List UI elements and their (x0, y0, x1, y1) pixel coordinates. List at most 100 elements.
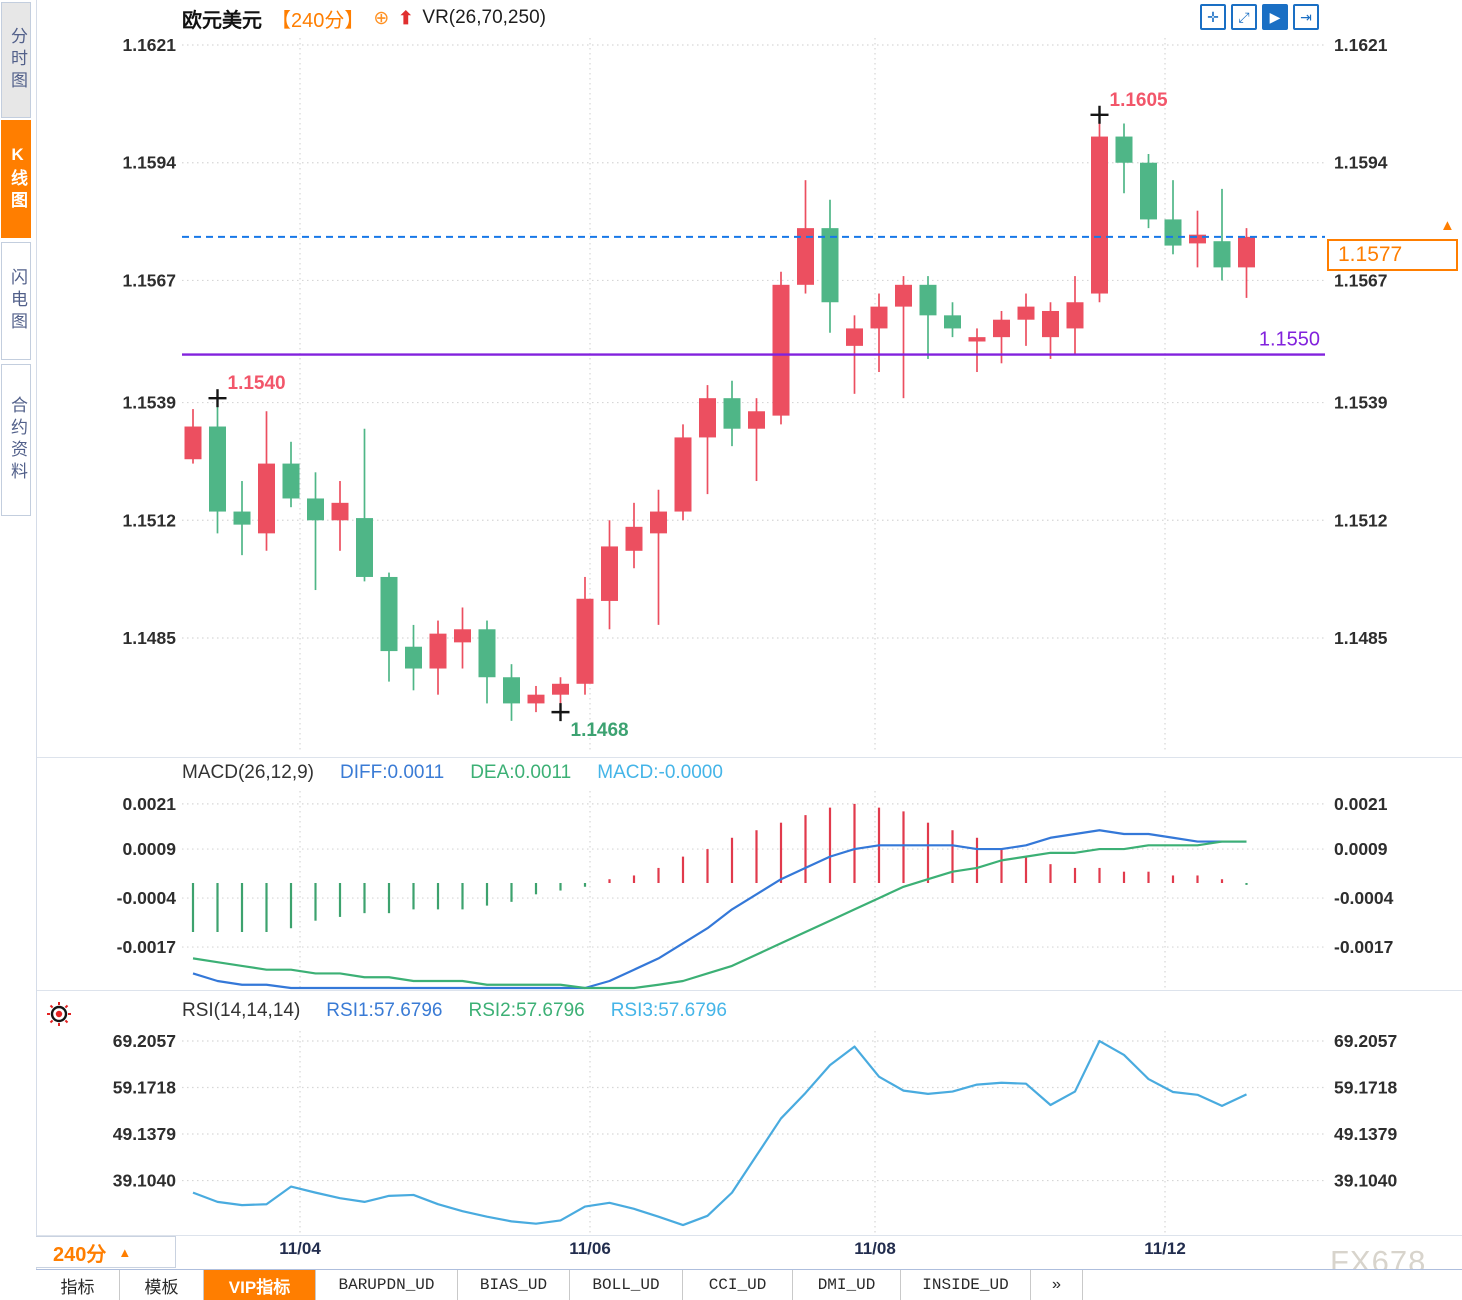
period-selector-label: 240分 (53, 1243, 107, 1266)
y-axis-label: 59.1718 (1334, 1078, 1398, 1098)
period-selector[interactable]: 240分 ▲ (36, 1236, 176, 1268)
tab-cci-ud[interactable]: CCI_UD (683, 1270, 793, 1300)
sidebar-tab-flash-chart[interactable]: 闪电图 (1, 242, 31, 360)
y-axis-label: 1.1594 (1334, 153, 1388, 173)
rsi-settings-icon[interactable] (46, 1001, 72, 1032)
chart-toolbar: ✛ ⤢ ▶ ⇥ (1200, 4, 1319, 30)
candle-body (1042, 310, 1059, 338)
y-axis-label: -0.0004 (117, 888, 177, 908)
y-axis-label: 0.0009 (122, 839, 176, 859)
y-axis-label: 49.1379 (113, 1124, 177, 1144)
candle-body (650, 511, 667, 534)
y-axis-label: 1.1621 (1334, 35, 1388, 55)
y-axis-label: 39.1040 (113, 1171, 177, 1191)
candle-body (552, 683, 569, 695)
candle-body (233, 511, 251, 525)
candle-body (1115, 136, 1133, 163)
candle-body (429, 633, 447, 669)
y-axis-label: 1.1485 (1334, 628, 1388, 648)
y-axis-label: 39.1040 (1334, 1171, 1398, 1191)
x-axis-label: 11/06 (569, 1239, 611, 1258)
candle-body (1017, 306, 1035, 320)
y-axis-label: 1.1485 (122, 628, 176, 648)
period-label: 【240分】 (271, 9, 365, 32)
last-price-tag: 1.1577 (1327, 239, 1458, 271)
y-axis-label: -0.0017 (1334, 937, 1393, 957)
candle-body (380, 576, 398, 652)
auto-scroll-icon[interactable]: ▶ (1262, 4, 1288, 30)
y-axis-label: 49.1379 (1334, 1124, 1398, 1144)
y-axis-label: -0.0017 (117, 937, 176, 957)
candle-body (1189, 234, 1206, 244)
pan-tool-icon[interactable]: ✛ (1200, 4, 1226, 30)
tab-inside-ud[interactable]: INSIDE_UD (901, 1270, 1031, 1300)
y-axis-label: -0.0004 (1334, 888, 1394, 908)
candle-body (797, 228, 814, 285)
tab-boll-ud[interactable]: BOLL_UD (570, 1270, 683, 1300)
y-axis-label: 1.1512 (122, 510, 176, 530)
chart-header: 欧元美元 【240分】 ⊕ ⬆ VR(26,70,250) (182, 3, 546, 33)
price-annotation: 1.1468 (571, 720, 629, 741)
indicator-tab-bar: 指标 模板 VIP指标 BARUPDN_UD BIAS_UD BOLL_UD C… (36, 1269, 1462, 1300)
y-axis-label: 0.0009 (1334, 839, 1388, 859)
candle-body (674, 437, 692, 512)
candle-body (895, 284, 912, 307)
rsi3-readout: RSI3:57.6796 (610, 1000, 727, 1021)
y-axis-label: 1.1539 (122, 393, 176, 413)
add-indicator-icon[interactable]: ⊕ (373, 7, 390, 29)
sidebar-tab-contract-info[interactable]: 合约资料 (1, 364, 31, 516)
tab-more-chevron[interactable]: » (1031, 1270, 1083, 1300)
symbol-name: 欧元美元 (182, 9, 262, 32)
candle-body (993, 319, 1010, 338)
candle-body (723, 398, 741, 429)
candle-body (454, 629, 471, 643)
candle-body (1091, 136, 1108, 294)
candle-body (870, 306, 888, 329)
tab-vip-indicators[interactable]: VIP指标 (204, 1270, 316, 1300)
tab-indicators[interactable]: 指标 (36, 1270, 120, 1300)
tab-bias-ud[interactable]: BIAS_UD (458, 1270, 570, 1300)
candle-body (846, 328, 863, 346)
candle-body (503, 677, 520, 704)
rsi-title: RSI(14,14,14) (182, 1000, 301, 1021)
y-axis-label: 1.1621 (122, 35, 176, 55)
jump-to-latest-icon[interactable]: ⇥ (1293, 4, 1319, 30)
candle-body (968, 337, 986, 342)
x-axis-label: 11/08 (854, 1239, 896, 1258)
x-axis-label: 11/04 (279, 1239, 321, 1258)
axis-zoom-icon[interactable]: ⤢ (1231, 4, 1257, 30)
candle-body (919, 284, 937, 316)
candle-body (944, 315, 961, 329)
y-axis-label: 59.1718 (113, 1078, 177, 1098)
macd-hist-readout: MACD:-0.0000 (597, 762, 723, 783)
candle-body (282, 463, 300, 499)
y-axis-label: 0.0021 (122, 794, 176, 814)
macd-diff-line (192, 829, 1247, 990)
y-axis-label: 1.1567 (122, 270, 176, 290)
candle-body (772, 284, 790, 416)
rsi-line (192, 1039, 1247, 1227)
price-up-arrow-icon: ▲ (1440, 217, 1455, 234)
period-selector-arrow-icon: ▲ (118, 1244, 132, 1260)
x-axis-label: 11/12 (1144, 1239, 1186, 1258)
y-axis-label: 1.1512 (1334, 510, 1388, 530)
tab-barupdn-ud[interactable]: BARUPDN_UD (316, 1270, 458, 1300)
candle-body (1066, 302, 1084, 329)
tab-dmi-ud[interactable]: DMI_UD (793, 1270, 901, 1300)
candle-body (527, 694, 545, 704)
vr-indicator-label: VR(26,70,250) (422, 7, 546, 28)
candle-body (601, 546, 618, 601)
candle-body (576, 598, 594, 684)
macd-title: MACD(26,12,9) (182, 762, 314, 783)
sidebar-tab-time-chart[interactable]: 分时图 (1, 2, 31, 118)
tab-templates[interactable]: 模板 (120, 1270, 204, 1300)
candle-body (1164, 219, 1182, 246)
candle-body (748, 411, 765, 429)
support-line-label: 1.1550 (1259, 329, 1320, 351)
rsi1-readout: RSI1:57.6796 (326, 1000, 443, 1021)
candle-body (258, 463, 275, 534)
chart-type-sidebar: 分时图 K线图 闪电图 合约资料 (0, 0, 37, 1300)
sidebar-tab-candle-chart[interactable]: K线图 (1, 120, 31, 238)
